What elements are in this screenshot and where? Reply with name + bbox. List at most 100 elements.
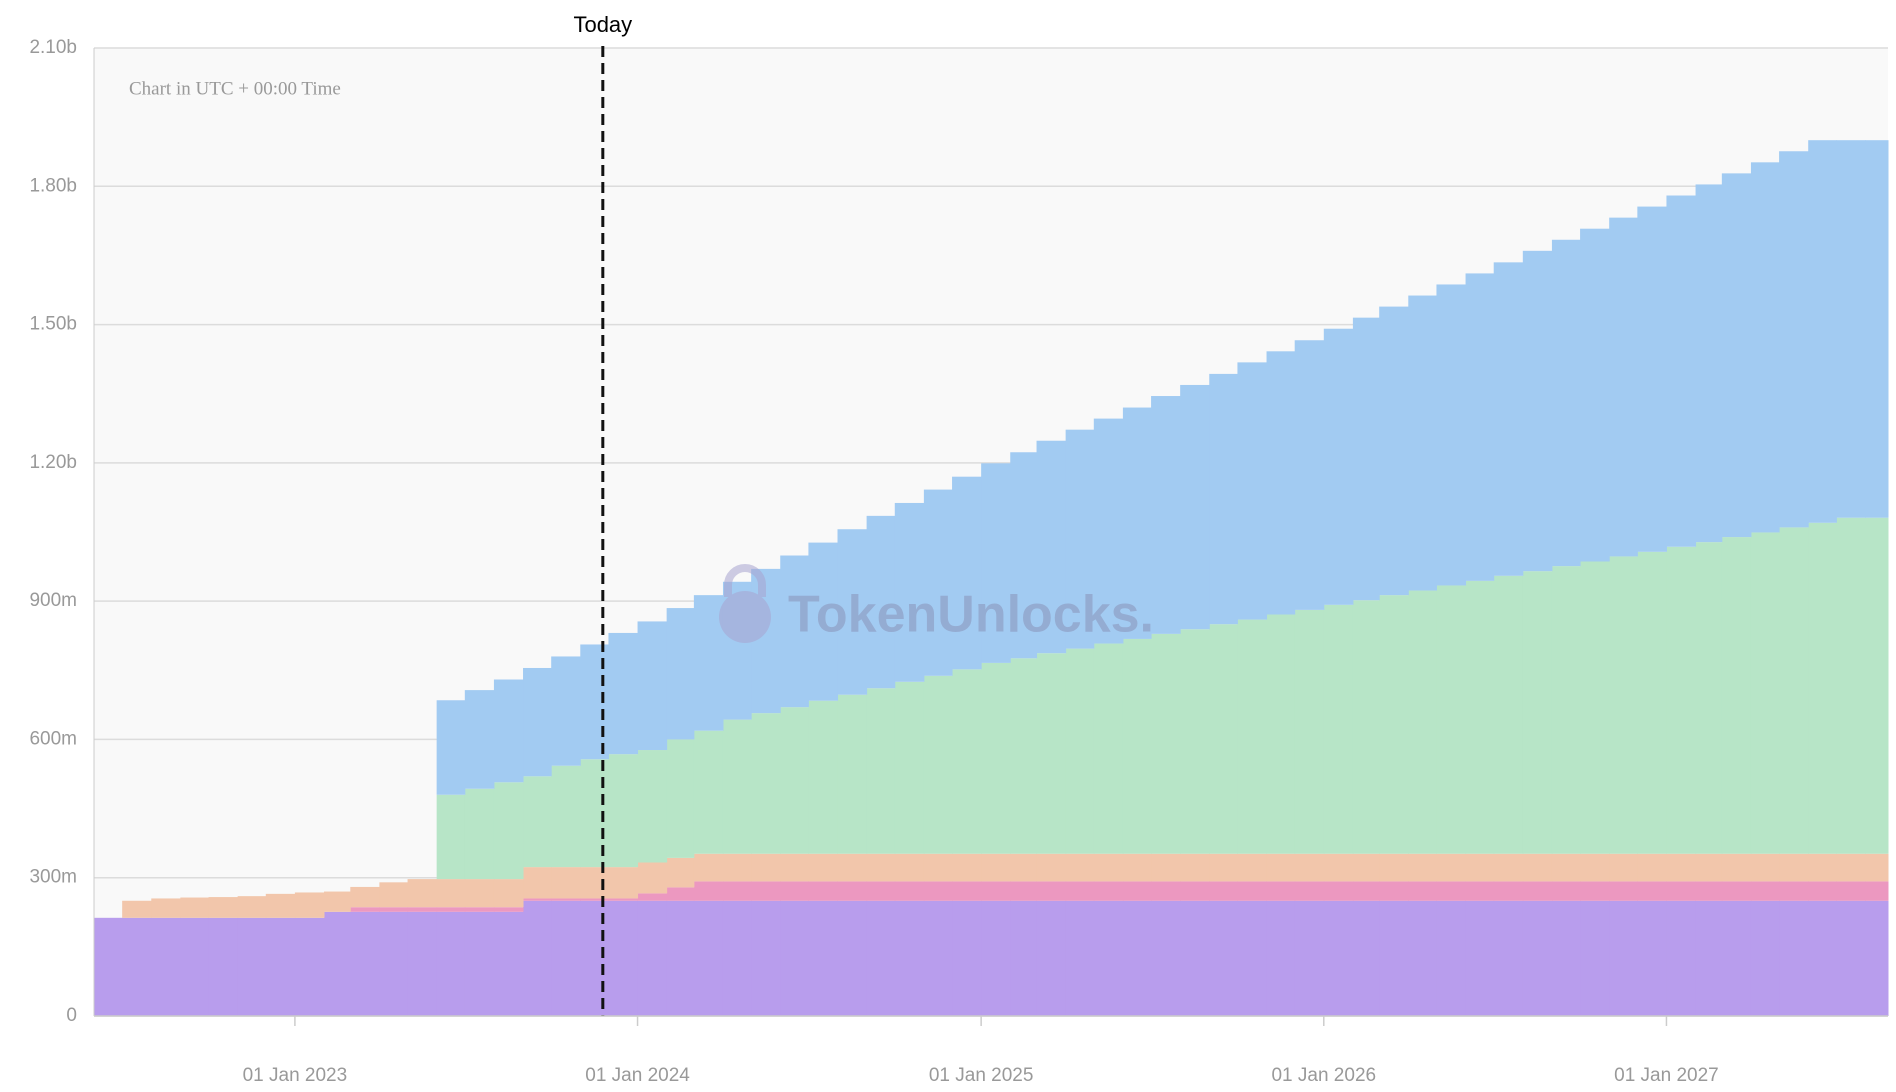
- area-step: [464, 788, 495, 880]
- area-step: [923, 853, 953, 882]
- area-step: [1551, 900, 1581, 1016]
- areas: [94, 140, 1889, 1016]
- area-step: [1323, 853, 1354, 882]
- area-step: [1493, 262, 1524, 576]
- area-step: [1465, 580, 1495, 854]
- area-step: [407, 907, 438, 912]
- area-step: [808, 542, 839, 701]
- area-step: [1408, 881, 1437, 901]
- area-step: [1408, 295, 1437, 591]
- area-step: [1551, 239, 1581, 567]
- area-step: [1266, 881, 1296, 901]
- area-step: [1379, 881, 1409, 901]
- area-step: [1122, 853, 1152, 882]
- area-step: [1010, 900, 1038, 1016]
- area-step: [350, 911, 380, 1016]
- area-step: [1065, 900, 1095, 1016]
- area-step: [580, 898, 609, 901]
- area-step: [1093, 418, 1124, 644]
- area-step: [294, 892, 325, 918]
- y-tick-label: 1.50b: [29, 314, 77, 335]
- area-step: [1695, 542, 1723, 854]
- area-step: [1010, 853, 1038, 882]
- area-step: [666, 608, 695, 740]
- area-step: [1695, 184, 1723, 543]
- area-step: [464, 907, 495, 912]
- area-step: [436, 879, 466, 908]
- area-step: [722, 900, 752, 1016]
- area-step: [1352, 881, 1380, 901]
- y-tick-label: 300m: [29, 867, 77, 888]
- area-step: [637, 900, 668, 1016]
- area-step: [1065, 648, 1095, 854]
- area-step: [580, 644, 609, 760]
- area-step: [1721, 853, 1752, 882]
- area-step: [580, 759, 609, 868]
- area-step: [693, 853, 724, 882]
- area-step: [551, 900, 581, 1016]
- x-tick-label: 01 Jan 2025: [929, 1065, 1034, 1086]
- area-step: [350, 886, 380, 908]
- area-step: [1408, 590, 1437, 854]
- area-step: [693, 595, 724, 731]
- area-step: [1522, 853, 1553, 882]
- area-step: [1750, 853, 1780, 882]
- area-step: [866, 688, 896, 854]
- area-step: [1294, 609, 1325, 854]
- area-step: [637, 750, 668, 863]
- area-step: [464, 690, 495, 789]
- area-step: [523, 900, 552, 1016]
- area-step: [1637, 853, 1667, 882]
- area-step: [751, 881, 781, 901]
- area-step: [666, 887, 695, 901]
- area-step: [1036, 900, 1067, 1016]
- area-step: [436, 907, 466, 912]
- area-step: [1237, 853, 1268, 882]
- area-step: [1836, 900, 1866, 1016]
- area-step: [1695, 900, 1723, 1016]
- area-step: [1209, 373, 1238, 625]
- y-tick-label: 600m: [29, 728, 77, 749]
- area-step: [608, 900, 639, 1016]
- area-step: [1493, 900, 1524, 1016]
- area-step: [464, 879, 495, 908]
- area-step: [1436, 853, 1467, 882]
- area-step: [1036, 881, 1067, 901]
- area-step: [1580, 561, 1610, 854]
- area-step: [952, 853, 982, 882]
- area-step: [780, 900, 809, 1016]
- area-step: [1065, 429, 1095, 649]
- area-step: [866, 853, 896, 882]
- area-step: [407, 879, 438, 908]
- y-tick-label: 1.80b: [29, 175, 77, 196]
- area-step: [780, 555, 809, 708]
- area-step: [1093, 881, 1124, 901]
- area-step: [493, 679, 524, 783]
- area-step: [1836, 517, 1866, 854]
- area-step: [693, 730, 724, 854]
- area-step: [923, 675, 953, 854]
- area-step: [923, 900, 953, 1016]
- area-step: [1180, 629, 1210, 854]
- area-step: [608, 898, 639, 901]
- area-step: [808, 700, 839, 854]
- area-step: [1609, 217, 1638, 557]
- area-step: [1408, 853, 1437, 882]
- area-step: [751, 900, 781, 1016]
- area-step: [324, 891, 351, 912]
- area-step: [1122, 881, 1152, 901]
- area-step: [1551, 566, 1581, 854]
- area-step: [780, 853, 809, 882]
- area-step: [1010, 658, 1038, 854]
- area-step: [837, 881, 868, 901]
- area-step: [1779, 853, 1809, 882]
- area-step: [523, 898, 552, 901]
- area-step: [493, 911, 524, 1016]
- axes: 0 300m 600m 900m 1.20b 1.50b 1.80b 2.10b 01 Jan …: [29, 12, 1718, 1086]
- area-step: [1266, 614, 1296, 854]
- area-step: [1036, 440, 1067, 654]
- area-step: [1865, 900, 1889, 1016]
- area-step: [1779, 881, 1809, 901]
- area-step: [693, 881, 724, 901]
- area-step: [407, 911, 438, 1016]
